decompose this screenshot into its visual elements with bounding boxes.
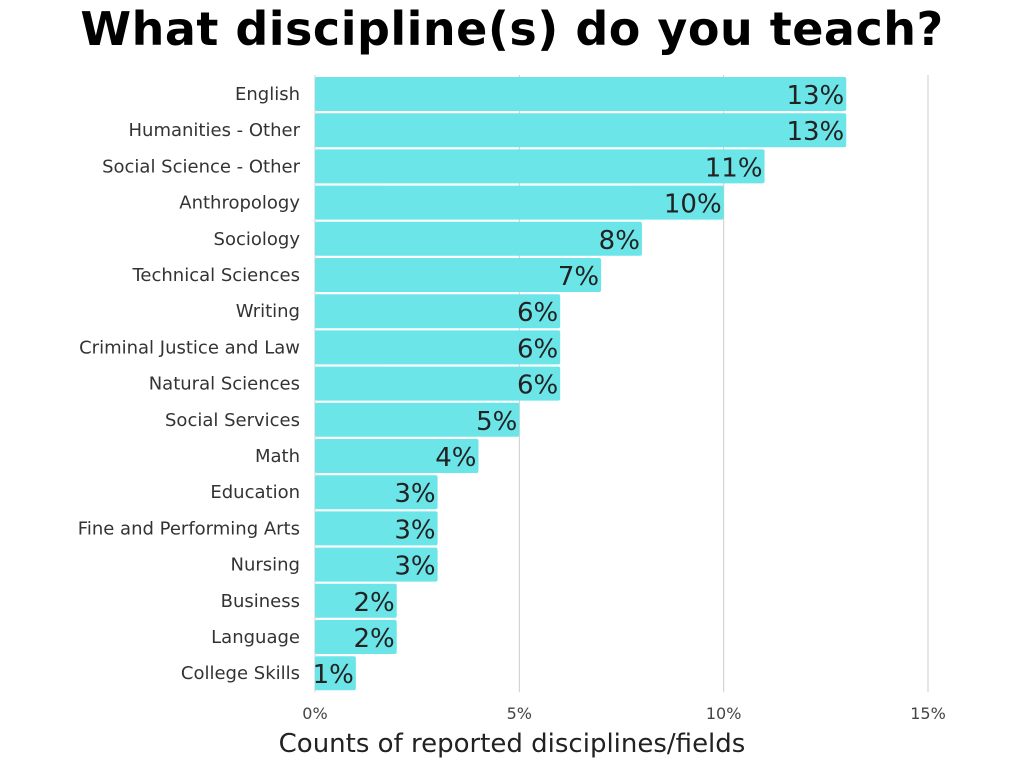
category-label: Business	[221, 591, 300, 612]
bar	[315, 511, 438, 546]
value-label: 1%	[313, 660, 354, 690]
bar	[315, 258, 602, 292]
bar	[315, 185, 724, 220]
x-tick-label: 15%	[910, 704, 946, 723]
value-label: 6%	[517, 371, 558, 401]
value-label: 10%	[664, 190, 722, 220]
bar	[315, 547, 438, 582]
category-label: Language	[211, 627, 300, 648]
chart-title: What discipline(s) do you teach?	[80, 2, 944, 56]
bars	[315, 77, 847, 691]
bar	[315, 77, 847, 111]
category-label: Nursing	[231, 555, 301, 576]
bar	[315, 620, 397, 654]
bar	[315, 294, 561, 329]
category-label: College Skills	[181, 663, 300, 684]
category-label: Social Science - Other	[102, 156, 301, 177]
bar	[315, 366, 561, 401]
value-label: 2%	[353, 588, 394, 618]
x-tick-label: 5%	[507, 704, 532, 723]
bar	[315, 221, 642, 256]
bar	[315, 439, 479, 473]
bar	[315, 402, 520, 437]
category-label: Humanities - Other	[129, 120, 301, 141]
category-label: Sociology	[214, 229, 301, 250]
category-label: Fine and Performing Arts	[78, 518, 300, 539]
category-label: Math	[255, 446, 300, 467]
bar	[315, 583, 397, 618]
value-label: 6%	[517, 298, 558, 328]
bar	[315, 113, 847, 148]
value-label: 3%	[394, 479, 435, 509]
bar	[315, 475, 438, 510]
x-tick-label: 0%	[302, 704, 327, 723]
category-labels: English Humanities - Other Social Science …	[78, 84, 301, 684]
category-label: Anthropology	[179, 193, 300, 214]
value-label: 8%	[599, 226, 640, 256]
bar	[315, 656, 356, 691]
value-label: 11%	[705, 153, 763, 183]
value-label: 13%	[786, 81, 844, 111]
category-label: Natural Sciences	[149, 374, 300, 395]
category-label: Technical Sciences	[131, 265, 300, 286]
category-label: Education	[210, 482, 300, 503]
value-label: 13%	[786, 117, 844, 147]
value-labels: 13%13%11%10%8%7%6%6%6%5%4%3%3%3%2%2%1%	[313, 81, 845, 690]
x-tick-label: 10%	[706, 704, 742, 723]
x-tick-labels: 0% 5% 10% 15%	[302, 704, 945, 723]
x-axis-title: Counts of reported disciplines/fields	[279, 729, 746, 759]
value-label: 3%	[394, 515, 435, 545]
value-label: 7%	[558, 262, 599, 292]
bar	[315, 330, 561, 365]
value-label: 6%	[517, 334, 558, 364]
category-label: Writing	[236, 301, 300, 322]
category-label: Criminal Justice and Law	[79, 337, 300, 358]
bar	[315, 149, 765, 184]
category-label: English	[235, 84, 300, 105]
value-label: 4%	[435, 443, 476, 473]
value-label: 2%	[353, 624, 394, 654]
category-label: Social Services	[165, 410, 300, 431]
value-label: 5%	[476, 407, 517, 437]
value-label: 3%	[394, 552, 435, 582]
